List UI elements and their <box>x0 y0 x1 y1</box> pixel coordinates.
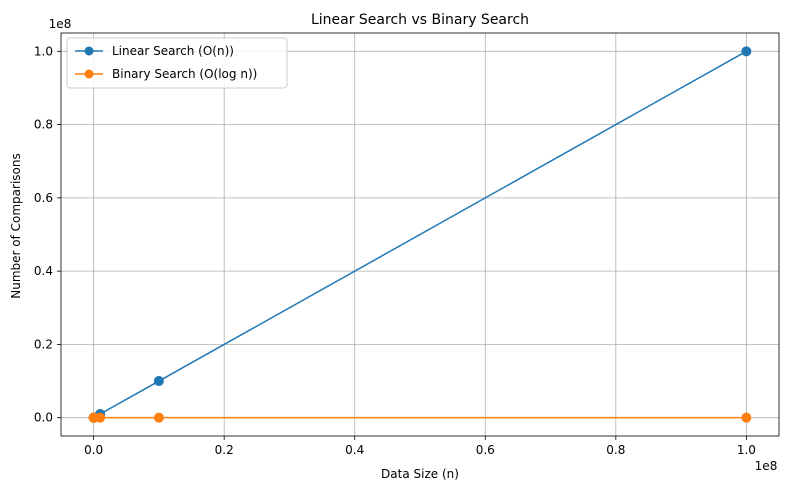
x-tick-label: 0.4 <box>345 443 364 457</box>
y-tick-label: 0.2 <box>34 337 53 351</box>
y-tick-label: 0.0 <box>34 411 53 425</box>
x-tick-label: 0.8 <box>606 443 625 457</box>
plot-frame <box>60 32 780 437</box>
axes-layer <box>60 32 780 437</box>
chart-title: Linear Search vs Binary Search <box>311 12 529 28</box>
legend-label-0: Linear Search (O(n)) <box>112 44 234 58</box>
data-point-1-6 <box>153 412 164 423</box>
legend-marker-0 <box>84 46 94 56</box>
legend-label-1: Binary Search (O(log n)) <box>112 67 257 81</box>
data-point-1-7 <box>741 412 752 423</box>
data-point-1-5 <box>95 412 106 423</box>
y-tick-label: 0.8 <box>34 118 53 132</box>
legend: Linear Search (O(n)) Binary Search (O(log… <box>66 37 288 89</box>
x-tick-label: 1.0 <box>737 443 756 457</box>
x-tick-label: 0.2 <box>215 443 234 457</box>
x-axis-label: Data Size (n) <box>381 467 459 481</box>
series-layer <box>88 46 752 423</box>
y-axis-offset-label: 1e8 <box>49 17 72 31</box>
x-tick-label: 0.6 <box>476 443 495 457</box>
data-point-0-7 <box>741 46 752 57</box>
x-axis-offset-label: 1e8 <box>755 459 778 473</box>
y-tick-label: 0.6 <box>34 191 53 205</box>
data-point-0-6 <box>153 376 164 387</box>
y-tick-label: 1.0 <box>34 44 53 58</box>
y-axis-label: Number of Comparisons <box>9 153 23 299</box>
legend-marker-1 <box>84 69 94 79</box>
legend-box <box>66 37 288 89</box>
y-tick-label: 0.4 <box>34 264 53 278</box>
x-tick-label: 0.0 <box>84 443 103 457</box>
ticks-layer: 0.0 0.2 0.4 0.6 0.8 1.0 0.0 0.2 0.4 0.6 0.8 1.0 <box>34 44 756 457</box>
